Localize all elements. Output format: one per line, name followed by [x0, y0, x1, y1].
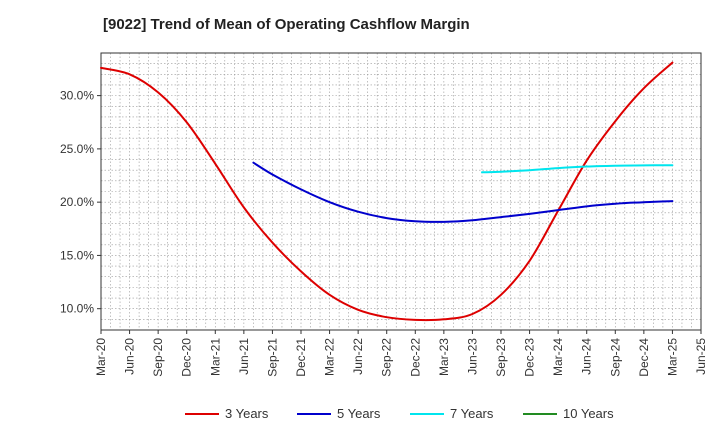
series-line-5-years [252, 161, 674, 223]
x-tick-label: Dec-20 [180, 338, 194, 377]
x-tick-label: Mar-22 [323, 338, 337, 376]
plot-frame [100, 52, 702, 331]
x-tick-label: Mar-24 [551, 338, 565, 376]
legend-label-3-years: 3 Years [225, 406, 269, 421]
x-tick-label: Sep-20 [151, 338, 165, 377]
y-tick-label: 25.0% [60, 142, 94, 156]
plot-area [101, 53, 701, 330]
legend-label-7-years: 7 Years [450, 406, 494, 421]
y-tick-label: 10.0% [60, 302, 94, 316]
y-tick-label: 20.0% [60, 195, 94, 209]
x-tick-label: Jun-25 [694, 338, 708, 375]
x-tick-label: Dec-24 [637, 338, 651, 377]
y-tick-label: 15.0% [60, 248, 94, 262]
x-tick-label: Jun-24 [580, 338, 594, 375]
x-tick-label: Dec-22 [408, 338, 422, 377]
series-line-3-years [100, 61, 674, 322]
x-tick-label: Sep-22 [380, 338, 394, 377]
x-tick-label: Jun-23 [465, 338, 479, 375]
chart-title: [9022] Trend of Mean of Operating Cashfl… [103, 16, 470, 33]
x-tick-label: Mar-20 [94, 338, 108, 376]
x-tick-label: Jun-22 [351, 338, 365, 375]
x-tick-label: Dec-21 [294, 338, 308, 377]
x-tick-label: Mar-23 [437, 338, 451, 376]
x-tick-label: Sep-21 [265, 338, 279, 377]
y-tick-label: 30.0% [60, 89, 94, 103]
x-tick-label: Dec-23 [523, 338, 537, 377]
x-tick-label: Sep-24 [608, 338, 622, 377]
x-tick-label: Sep-23 [494, 338, 508, 377]
x-tick-label: Jun-20 [123, 338, 137, 375]
x-tick-label: Mar-21 [208, 338, 222, 376]
series-line-7-years [481, 164, 674, 174]
legend-label-10-years: 10 Years [563, 406, 614, 421]
x-tick-label: Jun-21 [237, 338, 251, 375]
legend-label-5-years: 5 Years [337, 406, 381, 421]
x-tick-label: Mar-25 [665, 338, 679, 376]
